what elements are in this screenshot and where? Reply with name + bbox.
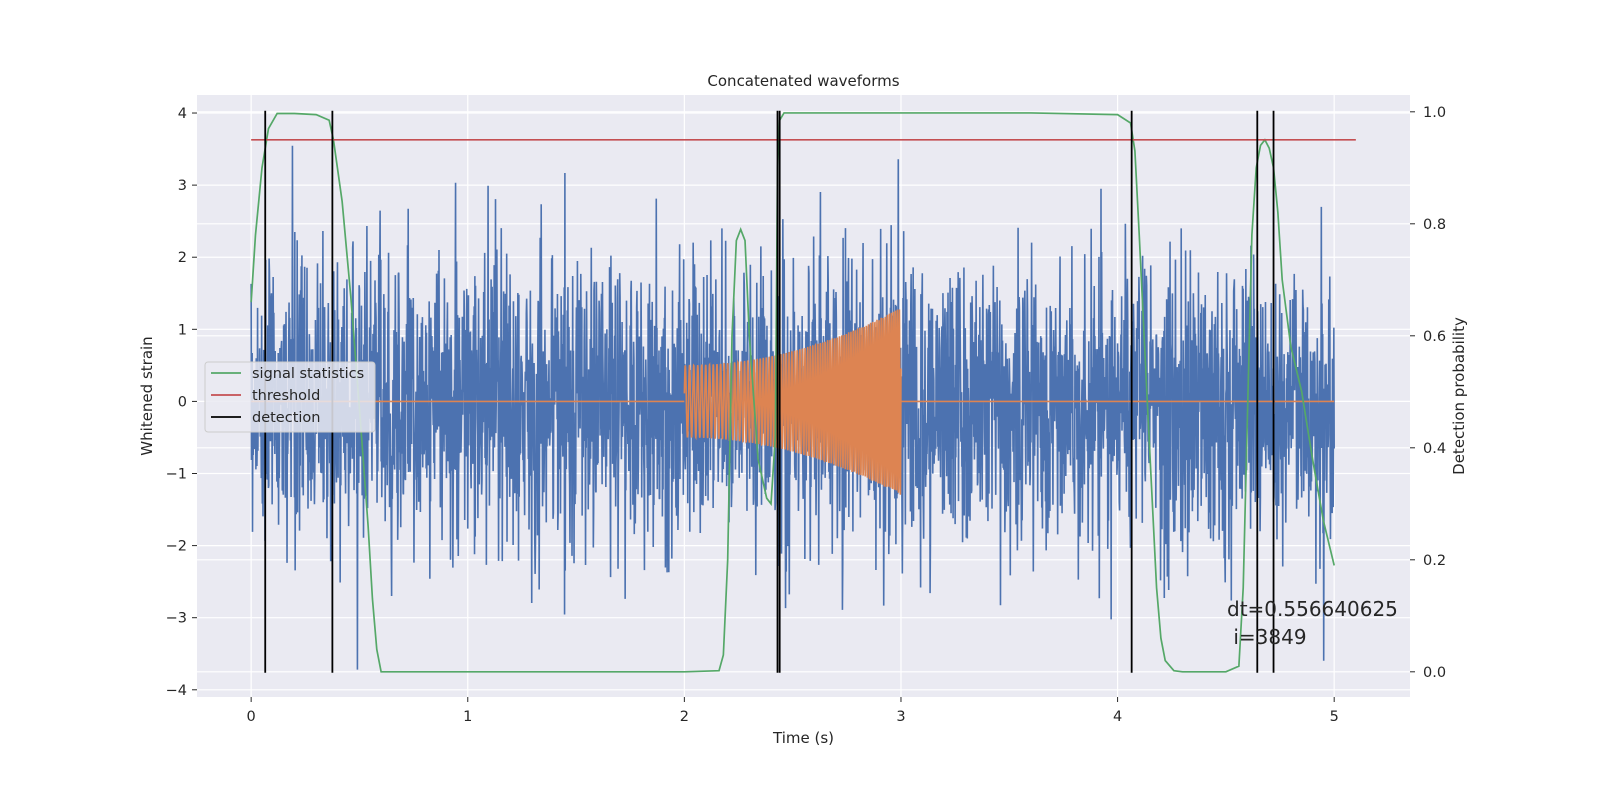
y-tick-label: 2 — [178, 250, 187, 266]
y-tick-label: −3 — [166, 611, 187, 627]
y-axis-label: Whitened strain — [138, 336, 156, 455]
signal-statistics-series — [250, 112, 1336, 673]
y2-tick-label: 0.0 — [1423, 665, 1446, 681]
y2-tick-label: 0.4 — [1423, 441, 1446, 457]
x-tick-label: 0 — [247, 709, 256, 725]
x-tick-label: 5 — [1330, 709, 1339, 725]
legend-box — [204, 361, 376, 433]
y2-tick-label: 1.0 — [1423, 105, 1446, 121]
y2-axis-label: Detection probability — [1450, 317, 1468, 475]
y-tick-label: −4 — [166, 683, 187, 699]
y2-tick-label: 0.8 — [1423, 217, 1446, 233]
x-axis-label: Time (s) — [772, 729, 834, 747]
y-tick-label: 4 — [178, 106, 187, 122]
legend-label-threshold: threshold — [252, 388, 320, 404]
y-tick-label: 0 — [178, 394, 187, 410]
injected-waveform-series — [683, 309, 902, 495]
annotation-line: dt=0.556640625 — [1227, 597, 1398, 621]
legend: signal statistics threshold detection — [204, 361, 376, 433]
x-axis-ticks: 0 1 2 3 4 5 — [247, 697, 1339, 725]
legend-label-signal-statistics: signal statistics — [252, 366, 364, 382]
y-axis-ticks: −4 −3 −2 −1 0 1 2 3 4 — [166, 106, 197, 699]
y-tick-label: −2 — [166, 539, 187, 555]
chart-title: Concatenated waveforms — [707, 72, 899, 90]
y-tick-label: 3 — [178, 178, 187, 194]
y-tick-label: 1 — [178, 322, 187, 338]
y2-tick-label: 0.2 — [1423, 553, 1446, 569]
x-tick-label: 3 — [896, 709, 905, 725]
legend-label-detection: detection — [252, 410, 320, 426]
y2-axis-ticks: 0.0 0.2 0.4 0.6 0.8 1.0 — [1410, 105, 1446, 681]
x-tick-label: 1 — [463, 709, 472, 725]
y2-tick-label: 0.6 — [1423, 329, 1446, 345]
x-tick-label: 2 — [680, 709, 689, 725]
annotation-text: dt=0.556640625 i=3849 — [1227, 597, 1398, 649]
annotation-line: i=3849 — [1227, 625, 1307, 649]
y-tick-label: −1 — [166, 467, 187, 483]
x-tick-label: 4 — [1113, 709, 1122, 725]
